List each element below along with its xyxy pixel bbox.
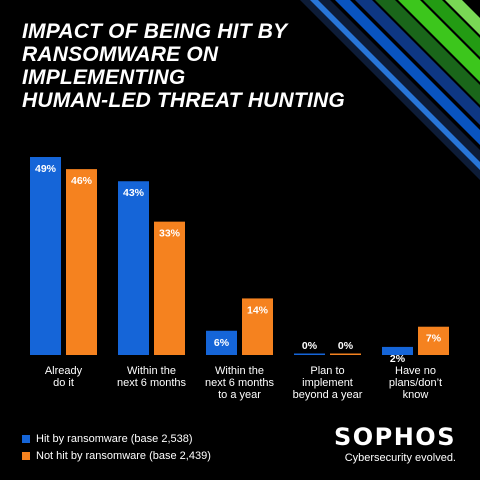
x-tick-line-2-0: Within the [215, 365, 264, 377]
data-label-not-hit-2: 14% [247, 304, 269, 316]
decor-stripe-3 [375, 0, 480, 105]
x-tick-line-0-1: do it [53, 377, 74, 389]
x-tick-label-1: Within the next 6 months [117, 365, 187, 389]
legend-label-hit: Hit by ransomware (base 2,538) [36, 432, 193, 445]
x-tick-line-4-0: Have no [395, 365, 436, 377]
decor-stripe-5 [423, 0, 480, 57]
x-tick-label-3: Plan to implement beyond a year [293, 365, 363, 401]
x-tick-label-2: Within the next 6 months to a year [205, 365, 275, 401]
brand: SOPHOS Cybersecurity evolved. [334, 424, 456, 465]
x-tick-line-3-1: implement [302, 377, 353, 389]
legend-item-hit: Hit by ransomware (base 2,538) [22, 430, 211, 447]
bar-group: 49% 46% 43% 33% 6% 14% 0% 0% 2% 7% [30, 157, 449, 365]
bar-not-hit-0 [66, 169, 97, 355]
bar-hit-0 [30, 157, 61, 355]
title-line-2: RANSOMWARE ON IMPLEMENTING [22, 43, 219, 89]
legend: Hit by ransomware (base 2,538) Not hit b… [22, 430, 211, 464]
x-tick-line-2-2: to a year [218, 389, 261, 401]
data-label-not-hit-1: 33% [159, 228, 181, 240]
bar-hit-1 [118, 181, 149, 355]
data-label-hit-4: 2% [390, 353, 406, 365]
decor-stripe-6 [445, 0, 480, 35]
data-label-hit-2: 6% [214, 337, 230, 349]
legend-swatch-not-hit [22, 451, 30, 460]
legend-label-not-hit: Not hit by ransomware (base 2,439) [36, 449, 211, 462]
legend-item-not-hit: Not hit by ransomware (base 2,439) [22, 447, 211, 464]
bar-hit-3 [294, 353, 325, 355]
decor-stripe-0 [300, 0, 480, 180]
x-tick-line-4-2: know [403, 389, 429, 401]
x-tick-line-4-1: plans/don’t [389, 377, 442, 389]
x-tick-label-0: Already do it [45, 365, 83, 389]
decor-stripe-2 [355, 0, 480, 125]
data-label-not-hit-4: 7% [426, 333, 442, 345]
brand-logo: SOPHOS [333, 423, 456, 451]
bar-not-hit-4 [418, 326, 449, 355]
decor-stripe-7 [310, 0, 480, 170]
legend-swatch-hit [22, 434, 30, 443]
x-tick-label-4: Have no plans/don’t know [389, 365, 442, 401]
data-label-hit-1: 43% [123, 187, 145, 199]
data-label-not-hit-3: 0% [338, 340, 354, 352]
chart-title: IMPACT OF BEING HIT BY RANSOMWARE ON IMP… [22, 20, 362, 112]
title-line-1: IMPACT OF BEING HIT BY [22, 20, 288, 43]
x-tick-line-3-0: Plan to [310, 365, 344, 377]
bar-not-hit-3 [330, 353, 361, 355]
x-tick-line-0-0: Already [45, 365, 83, 377]
decor-stripe-1 [335, 0, 480, 145]
x-tick-line-1-0: Within the [127, 365, 176, 377]
x-tick-line-2-1: next 6 months [205, 377, 275, 389]
decor-stripe-4 [398, 0, 480, 82]
bar-not-hit-1 [154, 221, 185, 355]
decorative-stripes [300, 0, 480, 180]
data-label-hit-0: 49% [35, 163, 57, 175]
bar-hit-2 [206, 330, 237, 355]
data-label-hit-3: 0% [302, 340, 318, 352]
brand-tagline: Cybersecurity evolved. [344, 452, 456, 464]
title-line-3: HUMAN-LED THREAT HUNTING [22, 89, 345, 112]
bar-not-hit-2 [242, 298, 273, 355]
x-tick-line-1-1: next 6 months [117, 377, 187, 389]
x-tick-line-3-2: beyond a year [293, 389, 363, 401]
bar-hit-4 [382, 346, 413, 355]
data-label-not-hit-0: 46% [71, 175, 93, 187]
